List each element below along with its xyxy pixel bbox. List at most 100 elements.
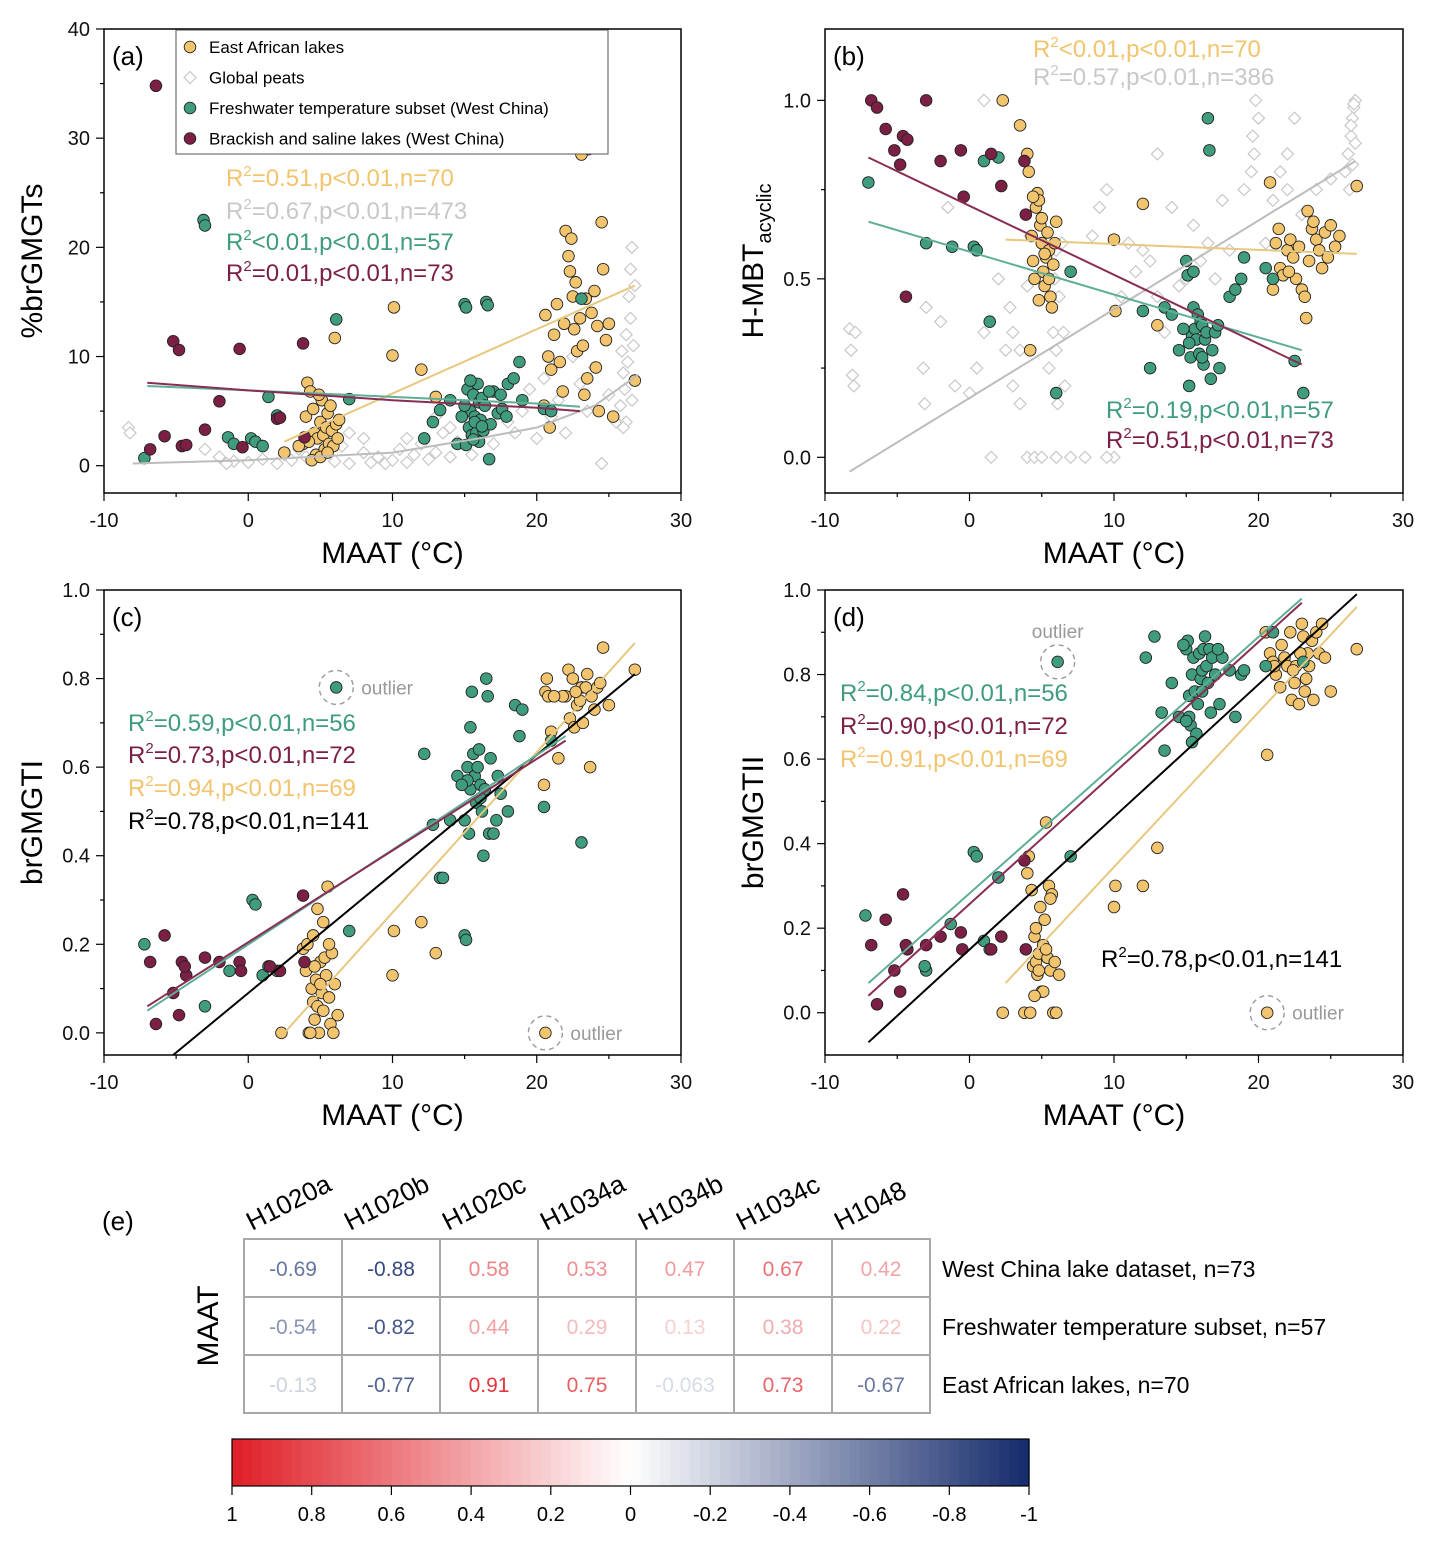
brackish-point — [149, 1017, 163, 1031]
ea-point — [580, 667, 594, 681]
peat-point — [1046, 325, 1061, 340]
colorbar-segment — [939, 1439, 950, 1486]
colorbar-segment — [331, 1439, 343, 1486]
outlier-label: outlier — [361, 678, 413, 699]
ea-point — [578, 388, 591, 401]
fresh-point — [484, 752, 497, 765]
heatmap-cell-value: 0.44 — [469, 1316, 510, 1339]
peat-point — [1063, 450, 1078, 465]
brackish-point — [864, 938, 878, 952]
peat-point — [1208, 271, 1222, 286]
colorbar-segment — [690, 1439, 701, 1486]
x-tick-label: 20 — [1247, 1072, 1269, 1094]
panel-label: (c) — [112, 602, 142, 632]
fresh-point — [1179, 714, 1193, 728]
fresh-point — [1266, 626, 1280, 639]
brackish-point — [1019, 943, 1033, 956]
peat-point — [537, 371, 551, 386]
brackish-point — [954, 926, 968, 939]
brackish-point — [901, 133, 914, 146]
peat-point — [241, 455, 256, 470]
colorbar-segment — [371, 1439, 383, 1486]
fresh-point — [458, 814, 471, 827]
fresh-point — [544, 404, 558, 418]
brackish-point — [893, 985, 907, 998]
ea-point — [387, 924, 401, 938]
brackish-point — [1018, 854, 1031, 867]
y-tick-label: 0.0 — [783, 1003, 811, 1025]
heatmap-column-label: H1034a — [535, 1168, 630, 1236]
ea-point — [1025, 883, 1038, 897]
ea-point — [386, 969, 399, 982]
fresh-point — [1259, 659, 1272, 673]
colorbar-segment — [481, 1439, 492, 1486]
peat-point — [1341, 147, 1355, 161]
ea-point — [544, 363, 558, 376]
heatmap-cell — [341, 1238, 441, 1298]
all-stat-label: R2=0.78,p<0.01,n=141 — [1101, 944, 1342, 973]
fresh-point — [1204, 706, 1218, 719]
heatmap-cell — [733, 1354, 833, 1414]
peat-point — [1222, 243, 1237, 258]
peat-point — [998, 343, 1013, 358]
peat-point — [1266, 193, 1280, 208]
brackish-point — [995, 930, 1008, 943]
peat-point — [1273, 164, 1288, 179]
colorbar-segment — [999, 1439, 1010, 1486]
fresh-point — [983, 315, 996, 328]
ea-point — [1263, 176, 1277, 189]
colorbar-segment — [441, 1439, 452, 1486]
colorbar-segment — [700, 1439, 711, 1486]
fresh-point — [482, 385, 496, 398]
peat-point — [626, 338, 641, 353]
y-tick-label: 0.4 — [62, 846, 90, 868]
ea-point — [1298, 685, 1311, 698]
ea-stat-label: R2=0.94,p<0.01,n=69 — [128, 773, 356, 802]
colorbar-segment — [839, 1439, 851, 1486]
all-regression-line — [172, 673, 636, 1056]
ea-point — [1260, 748, 1274, 762]
y-tick-label: 1.0 — [783, 90, 811, 112]
fresh-stat-label: R2=0.19,p<0.01,n=57 — [1106, 395, 1334, 424]
ea-point — [1034, 900, 1047, 914]
heatmap-cell-value: 0.58 — [469, 1258, 510, 1281]
y-tick-label: 40 — [68, 19, 90, 41]
peat-point — [1323, 172, 1338, 186]
colorbar-tick-label: 0.6 — [377, 1504, 405, 1526]
ea-point — [1350, 179, 1364, 193]
colorbar-segment — [849, 1439, 861, 1486]
fresh-point — [482, 452, 496, 466]
fresh-point — [1143, 361, 1157, 375]
brackish-point — [879, 122, 892, 136]
ea-point — [322, 938, 336, 951]
heatmap-cell — [341, 1296, 441, 1356]
colorbar-segment — [919, 1439, 930, 1486]
fresh-point — [1158, 744, 1171, 757]
colorbar-segment — [461, 1439, 472, 1486]
ea-point — [1013, 119, 1027, 132]
ea-point — [1307, 215, 1320, 228]
y-tick-label: 0.6 — [62, 757, 90, 779]
peat-point — [1215, 193, 1230, 208]
colorbar-segment — [510, 1439, 522, 1486]
brackish-point — [143, 443, 157, 456]
brackish-point — [172, 1008, 186, 1022]
heatmap-cell — [439, 1296, 539, 1356]
colorbar-segment — [789, 1439, 801, 1486]
fresh-point — [1064, 265, 1077, 278]
ea-point — [1047, 258, 1060, 271]
peat-point — [392, 442, 407, 457]
colorbar-segment — [740, 1439, 751, 1486]
colorbar-segment — [670, 1439, 681, 1486]
ea-point — [292, 439, 305, 453]
peat-point — [625, 393, 639, 408]
fresh-point — [859, 909, 872, 922]
x-axis-title: MAAT (°C) — [321, 537, 464, 570]
fresh-stat-label: R2=0.59,p<0.01,n=56 — [128, 708, 356, 737]
fresh-point — [1211, 642, 1225, 656]
ea-point — [1044, 892, 1057, 905]
ea-point — [1328, 240, 1342, 253]
x-tick-label: -10 — [90, 510, 119, 532]
ea-stat-label: R2=0.91,p<0.01,n=69 — [840, 744, 1068, 773]
fresh-point — [464, 374, 477, 387]
